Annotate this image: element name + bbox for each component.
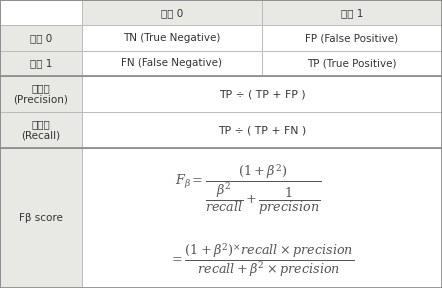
Text: FP (False Positive): FP (False Positive) [305,33,398,43]
Bar [82,25,262,51]
Text: TN (True Negative): TN (True Negative) [123,33,221,43]
Text: 정밀도
(Precision): 정밀도 (Precision) [13,83,69,105]
Text: 실제 1: 실제 1 [30,58,52,68]
Text: 실제 0: 실제 0 [30,33,52,43]
Text: Fβ score: Fβ score [19,213,63,223]
Bar [82,0,262,25]
Text: FN (False Negative): FN (False Negative) [121,58,222,68]
Text: 재현율
(Recall): 재현율 (Recall) [21,119,61,141]
Bar [82,148,442,288]
Text: TP ÷ ( TP + FP ): TP ÷ ( TP + FP ) [219,89,305,99]
Text: 예측 1: 예측 1 [341,8,363,18]
Bar [0,112,82,148]
Bar [0,51,82,76]
Text: $F_{\beta}=\dfrac{(1+\beta^{2})}{\dfrac{\beta^{2}}{recall}+\dfrac{1}{precision}}: $F_{\beta}=\dfrac{(1+\beta^{2})}{\dfrac{… [175,163,322,217]
Bar [82,76,442,112]
Bar [0,148,82,288]
Text: TP ÷ ( TP + FN ): TP ÷ ( TP + FN ) [218,125,306,135]
Bar [0,76,82,112]
Text: $=\dfrac{(1+\beta^{2})^{\times}recall\times precision}{recall+\beta^{2}\times pr: $=\dfrac{(1+\beta^{2})^{\times}recall\ti… [169,241,354,279]
Text: 예측 0: 예측 0 [160,8,183,18]
Text: TP (True Positive): TP (True Positive) [307,58,396,68]
Bar [0,25,82,51]
Bar [82,112,442,148]
Bar [262,25,442,51]
Bar [82,51,262,76]
Bar [262,51,442,76]
Bar [0,0,82,25]
Bar [262,0,442,25]
